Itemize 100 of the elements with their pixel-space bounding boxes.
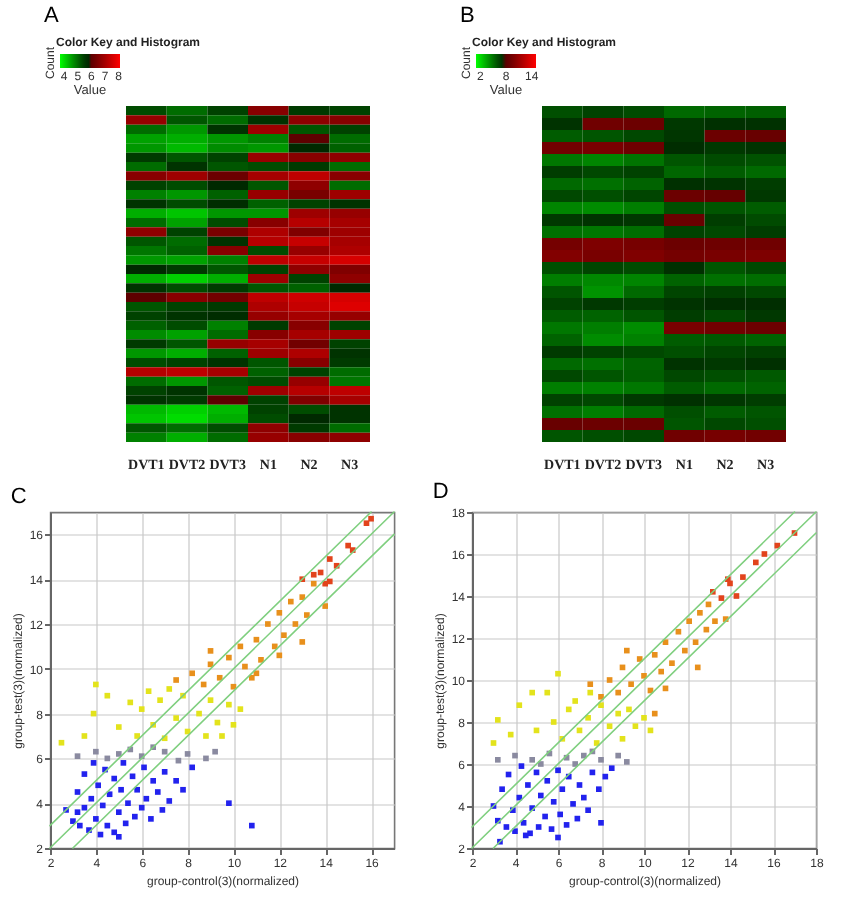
point: [576, 782, 583, 788]
point: [525, 782, 531, 788]
point: [184, 751, 191, 757]
point: [120, 760, 127, 766]
point: [276, 609, 283, 616]
point: [203, 755, 209, 762]
point: [606, 677, 613, 683]
point: [602, 773, 609, 780]
point: [248, 674, 255, 681]
point: [125, 800, 131, 807]
point: [180, 786, 186, 793]
point: [265, 621, 271, 627]
point: [669, 660, 675, 667]
point: [173, 715, 179, 721]
point: [559, 786, 566, 793]
point: [494, 717, 501, 723]
point: [529, 689, 536, 696]
point: [675, 628, 682, 635]
point: [368, 515, 374, 522]
point: [258, 657, 264, 663]
point: [580, 794, 587, 801]
point: [697, 609, 703, 616]
point: [322, 580, 329, 587]
point: [166, 686, 173, 692]
point: [189, 670, 196, 677]
point: [207, 661, 214, 668]
point: [503, 824, 510, 830]
point: [226, 701, 232, 708]
point: [230, 721, 237, 728]
point: [81, 733, 88, 739]
point: [299, 594, 306, 600]
point: [134, 786, 140, 793]
point: [207, 648, 214, 654]
point: [74, 753, 81, 759]
point: [548, 826, 555, 832]
point: [326, 578, 333, 585]
point: [587, 689, 594, 696]
point: [138, 804, 145, 811]
point: [122, 820, 129, 827]
point: [173, 777, 179, 784]
point: [686, 618, 692, 625]
point: [619, 735, 626, 742]
point: [694, 664, 701, 671]
point: [148, 816, 154, 822]
point: [585, 714, 591, 721]
point: [93, 816, 99, 822]
point: [292, 621, 299, 627]
point: [490, 740, 497, 746]
point: [608, 765, 615, 772]
point: [81, 771, 88, 777]
point: [207, 697, 214, 703]
point: [499, 786, 505, 793]
point: [115, 833, 122, 840]
point: [516, 702, 523, 709]
point: [518, 763, 525, 769]
point: [565, 706, 572, 713]
point: [550, 719, 557, 725]
point: [127, 699, 134, 706]
point: [129, 773, 136, 780]
point: [542, 813, 548, 820]
point: [570, 801, 576, 807]
chart-title: C: [10, 485, 27, 510]
point: [615, 689, 622, 696]
point: [712, 618, 718, 625]
point: [115, 809, 122, 815]
point: [74, 809, 81, 815]
point: [507, 731, 514, 738]
point: [322, 603, 329, 609]
point: [527, 830, 533, 837]
point: [544, 689, 551, 696]
point: [692, 639, 699, 646]
point: [598, 819, 604, 826]
point: [212, 748, 218, 755]
point: [138, 706, 145, 712]
point: [93, 681, 99, 688]
point: [512, 752, 518, 759]
point: [173, 677, 179, 683]
point: [626, 706, 632, 713]
point: [237, 706, 244, 712]
point: [115, 751, 122, 757]
point: [544, 777, 551, 784]
point: [718, 595, 725, 601]
point: [555, 834, 561, 841]
point: [189, 764, 196, 771]
point: [623, 759, 630, 765]
point: [111, 829, 118, 836]
point: [651, 710, 658, 717]
point: [761, 551, 768, 557]
point: [93, 748, 99, 755]
point: [752, 559, 759, 566]
point: [733, 593, 740, 599]
chart-title: A: [44, 4, 60, 28]
point: [641, 714, 647, 721]
point: [242, 663, 248, 670]
point: [104, 692, 111, 699]
point: [615, 752, 622, 759]
point: [132, 813, 138, 820]
point: [658, 668, 665, 675]
point: [529, 756, 536, 763]
point: [623, 647, 630, 654]
